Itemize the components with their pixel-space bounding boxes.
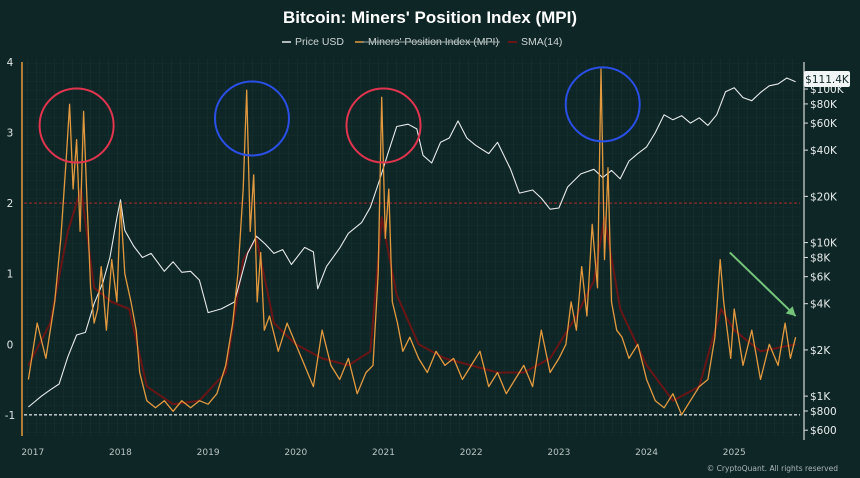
- chart-title: Bitcoin: Miners' Position Index (MPI): [283, 8, 577, 27]
- x-tick-label-1: 2018: [109, 448, 132, 458]
- left-tick-label-5: -1: [5, 410, 15, 422]
- right-tick-label-10: $1K: [810, 391, 831, 403]
- series-line-price: [28, 77, 796, 408]
- right-tick-label-7: $6K: [810, 272, 831, 284]
- highlight-circle-2: [345, 87, 422, 164]
- left-tick-label-4: 0: [7, 339, 14, 351]
- legend-price-label[interactable]: Price USD: [295, 36, 344, 48]
- x-tick-label-6: 2023: [547, 448, 570, 458]
- x-tick-label-2: 2019: [197, 448, 220, 458]
- trend-arrow: [729, 251, 797, 317]
- highlight-circle-3: [564, 66, 641, 143]
- left-tick-label-0: 4: [7, 57, 14, 69]
- copyright-notice: © CryptoQuant. All rights reserved: [707, 464, 838, 473]
- right-tick-label-3: $40K: [810, 145, 838, 157]
- x-tick-label-4: 2021: [372, 448, 395, 458]
- highlight-circles: [38, 66, 641, 164]
- highlight-circle-1: [213, 80, 290, 157]
- series-line-mpi: [27, 68, 797, 416]
- arrow-head: [785, 306, 796, 317]
- right-axis-ticks: $100K $80K $60K $40K $20K $10K $8K $6K $4K $2K $1K…: [804, 84, 845, 437]
- series-group: [27, 68, 797, 416]
- x-axis-ticks: 2017 2018 2019 2020 2021 2022 2023 2024 2025: [21, 448, 745, 458]
- current-price-badge: [804, 71, 850, 87]
- x-tick-label-5: 2022: [460, 448, 483, 458]
- x-tick-label-7: 2024: [635, 448, 658, 458]
- right-tick-label-11: $800: [810, 406, 837, 418]
- x-tick-label-8: 2025: [723, 448, 746, 458]
- right-tick-label-1: $80K: [810, 99, 838, 111]
- right-tick-label-6: $8K: [810, 252, 831, 264]
- left-tick-label-2: 2: [7, 198, 14, 210]
- left-axis-ticks: 4 3 2 1 0 -1: [5, 57, 15, 422]
- threshold-lines: [24, 202, 800, 416]
- current-price-value: $111.4K: [805, 74, 850, 86]
- left-tick-label-3: 1: [7, 269, 14, 281]
- right-tick-label-9: $2K: [810, 345, 831, 357]
- right-tick-label-0: $100K: [810, 84, 845, 96]
- plot-grid: [24, 58, 800, 436]
- x-tick-label-3: 2020: [284, 448, 307, 458]
- x-tick-label-0: 2017: [21, 448, 44, 458]
- right-tick-label-12: $600: [810, 425, 837, 437]
- right-tick-label-4: $20K: [810, 191, 838, 203]
- highlight-circle-0: [38, 87, 115, 164]
- arrow-shaft: [729, 251, 797, 317]
- left-tick-label-1: 3: [7, 128, 14, 140]
- right-tick-label-5: $10K: [810, 238, 838, 250]
- current-price-marker: $111.4K: [804, 71, 850, 87]
- legend-sma-label[interactable]: SMA(14): [521, 36, 562, 48]
- right-tick-label-2: $60K: [810, 118, 838, 130]
- legend: Price USD Miners' Position Index (MPI) S…: [282, 36, 562, 48]
- right-tick-label-8: $4K: [810, 299, 831, 311]
- series-line-sma: [27, 188, 796, 406]
